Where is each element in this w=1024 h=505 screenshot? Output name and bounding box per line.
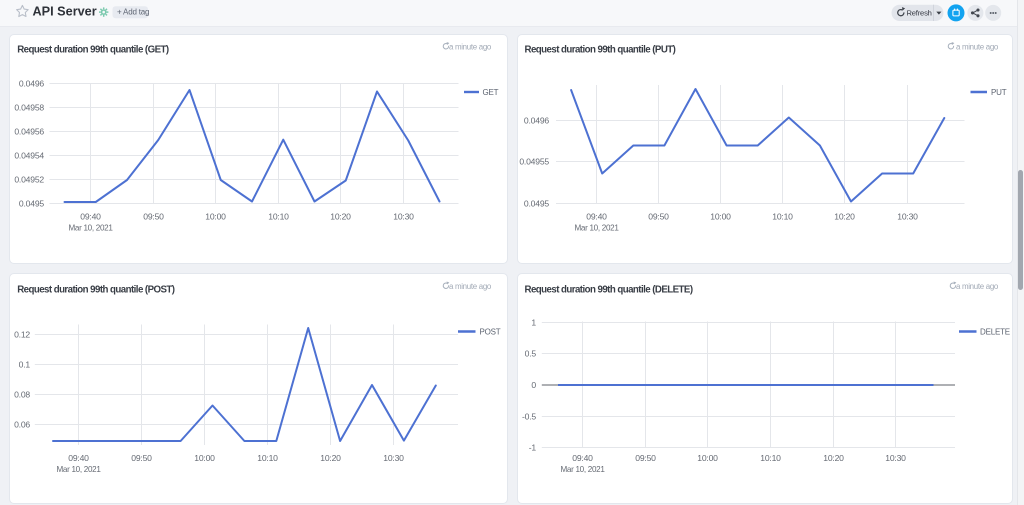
svg-text:09:50: 09:50 [648, 212, 669, 222]
svg-text:10:20: 10:20 [834, 212, 855, 222]
svg-text:-0.5: -0.5 [522, 412, 536, 422]
svg-text:Request duration 99th quantile: Request duration 99th quantile (POST) [17, 285, 175, 296]
svg-text:Mar 10, 2021: Mar 10, 2021 [574, 224, 619, 233]
svg-text:Mar 10, 2021: Mar 10, 2021 [68, 224, 113, 233]
svg-text:10:20: 10:20 [320, 453, 341, 463]
svg-text:a minute ago: a minute ago [449, 42, 492, 51]
svg-text:09:40: 09:40 [80, 212, 101, 222]
svg-text:a minute ago: a minute ago [956, 42, 999, 51]
svg-text:0.0496: 0.0496 [19, 79, 45, 89]
svg-text:10:30: 10:30 [383, 453, 404, 463]
svg-text:POST: POST [480, 328, 501, 337]
svg-text:0.06: 0.06 [14, 420, 30, 430]
svg-text:a minute ago: a minute ago [449, 282, 492, 291]
svg-text:10:10: 10:10 [760, 453, 781, 463]
svg-text:10:00: 10:00 [205, 212, 226, 222]
svg-text:0.0495: 0.0495 [19, 199, 45, 209]
svg-text:09:40: 09:40 [586, 212, 607, 222]
svg-text:Refresh: Refresh [907, 9, 932, 18]
svg-text:10:10: 10:10 [268, 212, 289, 222]
svg-text:+ Add tag: + Add tag [117, 8, 149, 17]
svg-text:0.0496: 0.0496 [524, 116, 550, 126]
svg-text:0.08: 0.08 [14, 390, 30, 400]
svg-text:0.04952: 0.04952 [14, 175, 44, 185]
svg-text:09:40: 09:40 [68, 453, 89, 463]
svg-text:0.0495: 0.0495 [524, 199, 550, 209]
svg-text:PUT: PUT [991, 88, 1007, 97]
svg-text:Request duration 99th quantile: Request duration 99th quantile (DELETE) [525, 285, 693, 296]
svg-text:10:00: 10:00 [194, 453, 215, 463]
svg-text:-1: -1 [529, 443, 537, 453]
svg-text:0.1: 0.1 [19, 360, 31, 370]
svg-text:0.12: 0.12 [14, 330, 30, 340]
svg-text:09:50: 09:50 [143, 212, 164, 222]
svg-text:10:30: 10:30 [885, 453, 906, 463]
svg-text:10:10: 10:10 [772, 212, 793, 222]
svg-text:Request duration 99th quantile: Request duration 99th quantile (PUT) [525, 45, 676, 56]
svg-text:0.04956: 0.04956 [14, 127, 44, 137]
svg-text:0: 0 [531, 380, 536, 390]
svg-text:Mar 10, 2021: Mar 10, 2021 [56, 465, 101, 474]
svg-text:10:00: 10:00 [697, 453, 718, 463]
svg-text:a minute ago: a minute ago [956, 282, 999, 291]
svg-text:Request duration 99th quantile: Request duration 99th quantile (GET) [17, 45, 169, 56]
svg-text:GET: GET [483, 88, 499, 97]
svg-text:09:50: 09:50 [131, 453, 152, 463]
svg-text:0.04954: 0.04954 [14, 151, 44, 161]
svg-text:09:50: 09:50 [635, 453, 656, 463]
svg-text:0.04958: 0.04958 [14, 103, 44, 113]
svg-text:10:10: 10:10 [257, 453, 278, 463]
svg-text:DELETE: DELETE [980, 328, 1010, 337]
svg-text:10:20: 10:20 [823, 453, 844, 463]
svg-text:10:30: 10:30 [897, 212, 918, 222]
svg-text:09:40: 09:40 [572, 453, 593, 463]
svg-text:1: 1 [531, 318, 536, 328]
svg-text:10:20: 10:20 [330, 212, 351, 222]
svg-text:10:00: 10:00 [710, 212, 731, 222]
svg-text:API Server: API Server [33, 5, 97, 19]
svg-text:0.5: 0.5 [525, 349, 537, 359]
svg-text:10:30: 10:30 [393, 212, 414, 222]
svg-text:Mar 10, 2021: Mar 10, 2021 [560, 465, 605, 474]
svg-text:0.04955: 0.04955 [519, 157, 549, 167]
